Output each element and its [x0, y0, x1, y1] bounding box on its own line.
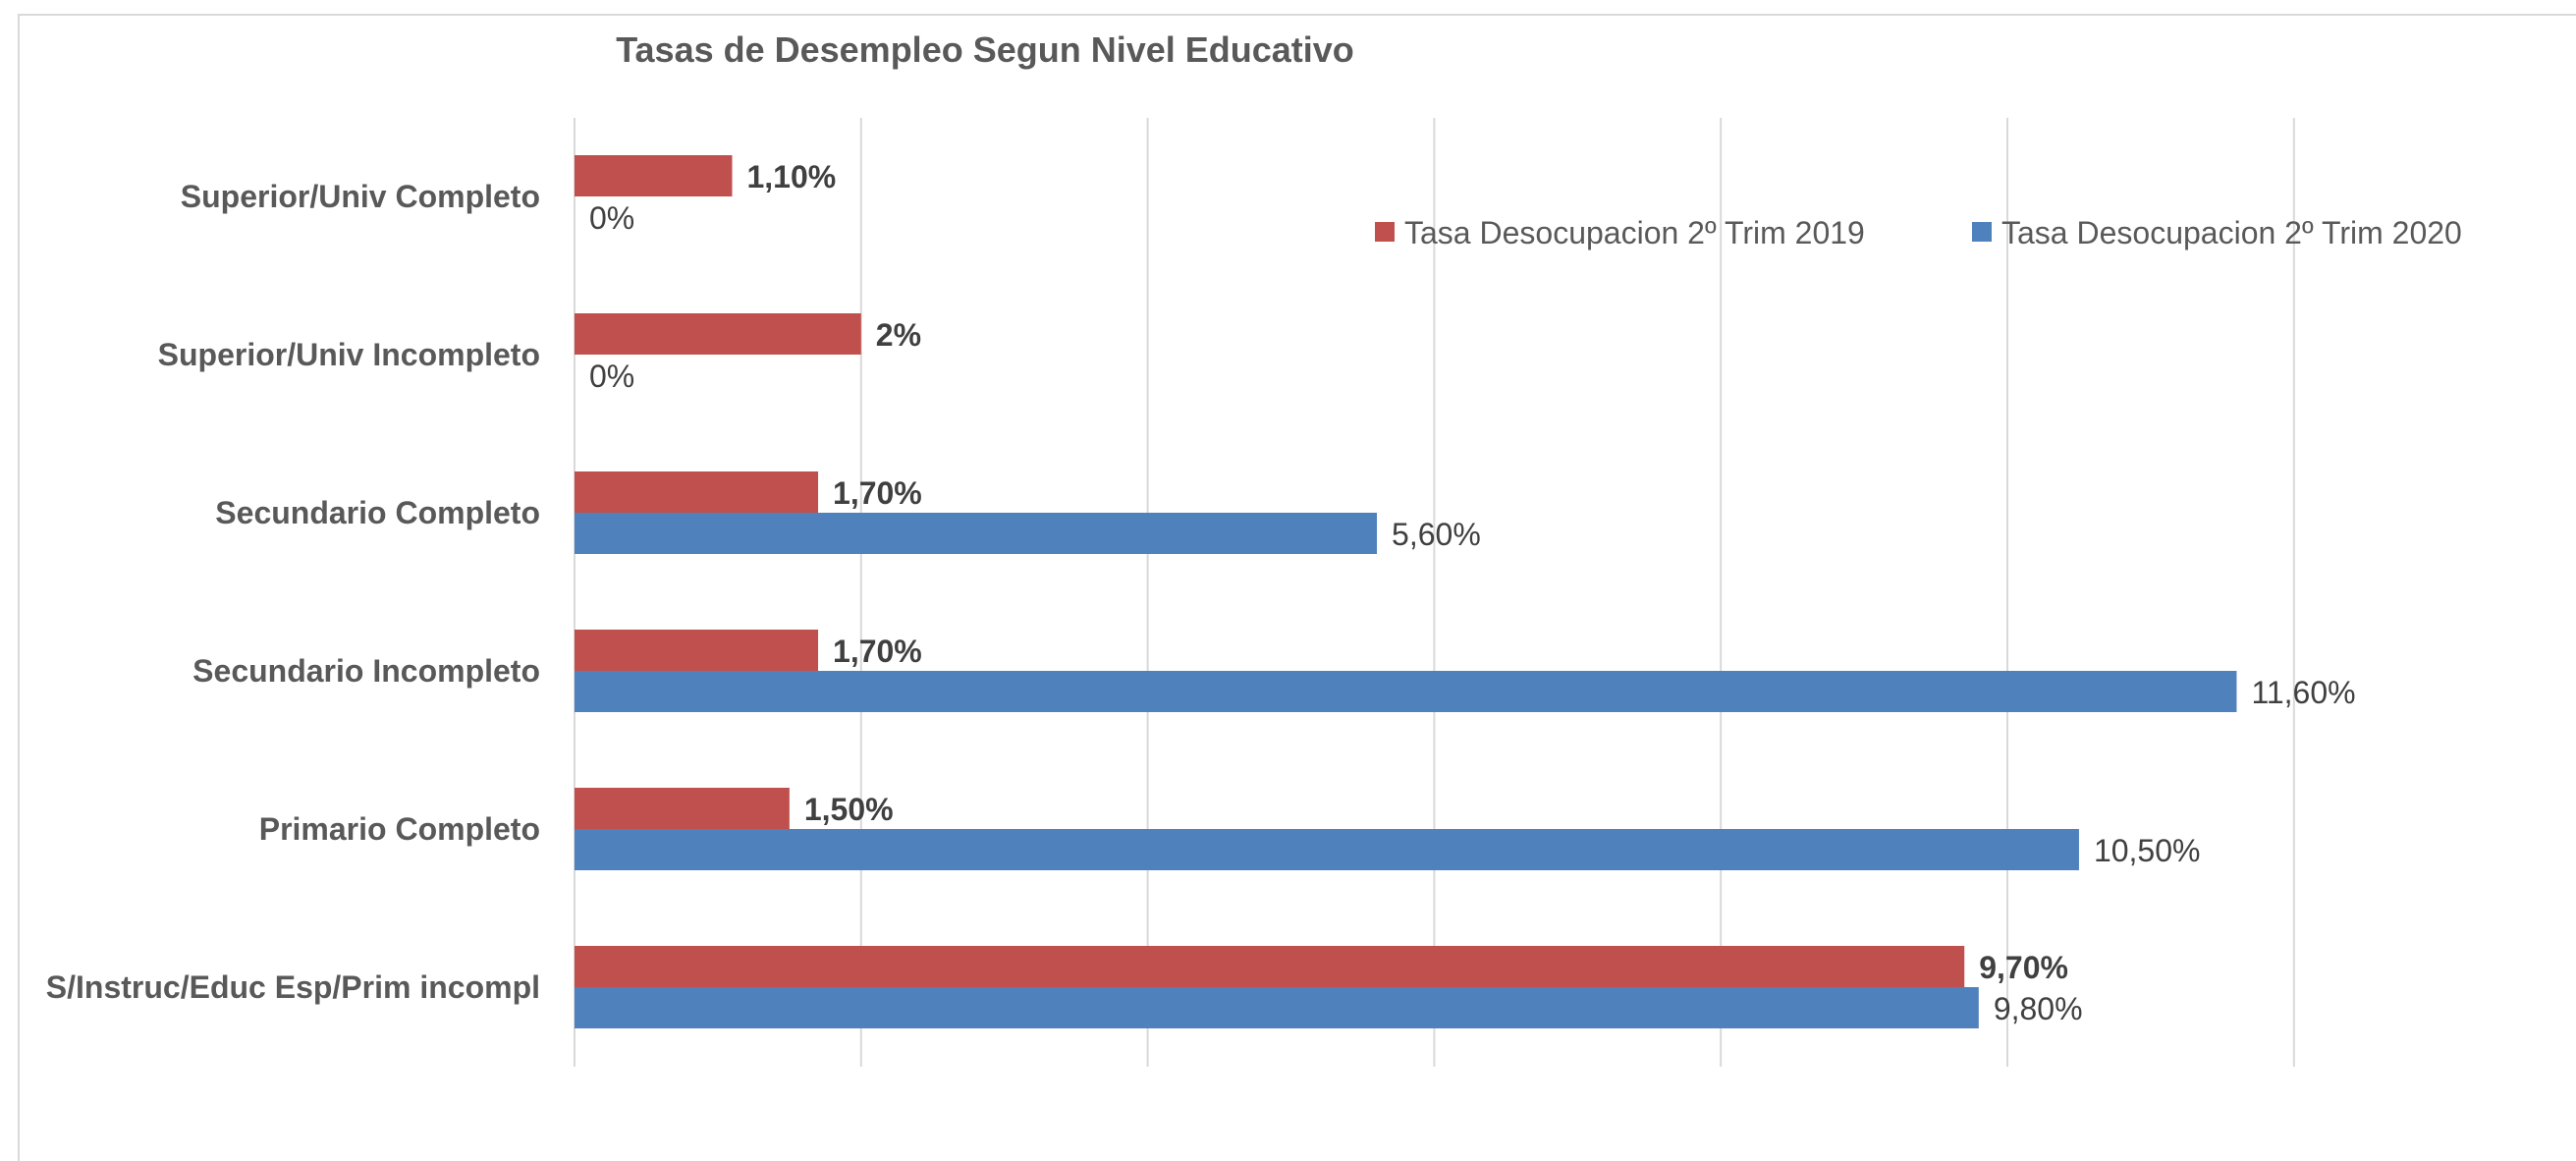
data-label-2019: 1,50% [804, 792, 894, 827]
data-label-2020: 0% [589, 359, 634, 394]
category-label: Primario Completo [259, 811, 540, 847]
bar-2019 [575, 946, 1965, 987]
bar-2019 [575, 155, 733, 196]
bar-2020 [575, 671, 2237, 712]
category-label: Superior/Univ Incompleto [158, 337, 540, 372]
gridlines [574, 118, 2295, 1067]
data-label-2019: 2% [876, 317, 921, 353]
data-label-2019: 9,70% [1979, 950, 2068, 985]
bar-2019 [575, 788, 790, 829]
data-label-2020: 10,50% [2094, 833, 2201, 868]
bar-2019 [575, 471, 819, 513]
bar-2020 [575, 987, 1979, 1028]
legend-label-2020: Tasa Desocupacion 2º Trim 2020 [2001, 215, 2462, 250]
data-label-2019: 1,70% [833, 475, 922, 511]
bar-2020 [575, 829, 2079, 870]
legend-label-2019: Tasa Desocupacion 2º Trim 2019 [1404, 215, 1865, 250]
legend-swatch-2020 [1972, 222, 1992, 242]
category-axis-labels: Superior/Univ Completo Superior/Univ Inco… [46, 179, 540, 1005]
bar-2020 [575, 513, 1378, 554]
data-label-2020: 0% [589, 200, 634, 236]
legend: Tasa Desocupacion 2º Trim 2019 Tasa Desoc… [1375, 215, 2462, 250]
chart-title: Tasas de Desempleo Segun Nivel Educativo [616, 29, 1354, 70]
data-labels: 1,10% 2% 1,70% 1,70% 1,50% 9,70% 0% 0% 5,60% 11,6… [589, 159, 2356, 1026]
data-label-2020: 5,60% [1392, 517, 1481, 552]
bar-2019 [575, 630, 819, 671]
bars [575, 155, 2237, 1028]
category-label: Secundario Incompleto [192, 653, 540, 689]
category-label: Superior/Univ Completo [181, 179, 540, 214]
category-label: Secundario Completo [215, 495, 540, 530]
data-label-2020: 11,60% [2251, 675, 2355, 710]
category-label: S/Instruc/Educ Esp/Prim incompl [46, 969, 540, 1005]
data-label-2019: 1,10% [746, 159, 836, 194]
data-label-2020: 9,80% [1994, 991, 2083, 1026]
legend-swatch-2019 [1375, 222, 1395, 242]
data-label-2019: 1,70% [833, 634, 922, 669]
bar-2019 [575, 313, 861, 355]
